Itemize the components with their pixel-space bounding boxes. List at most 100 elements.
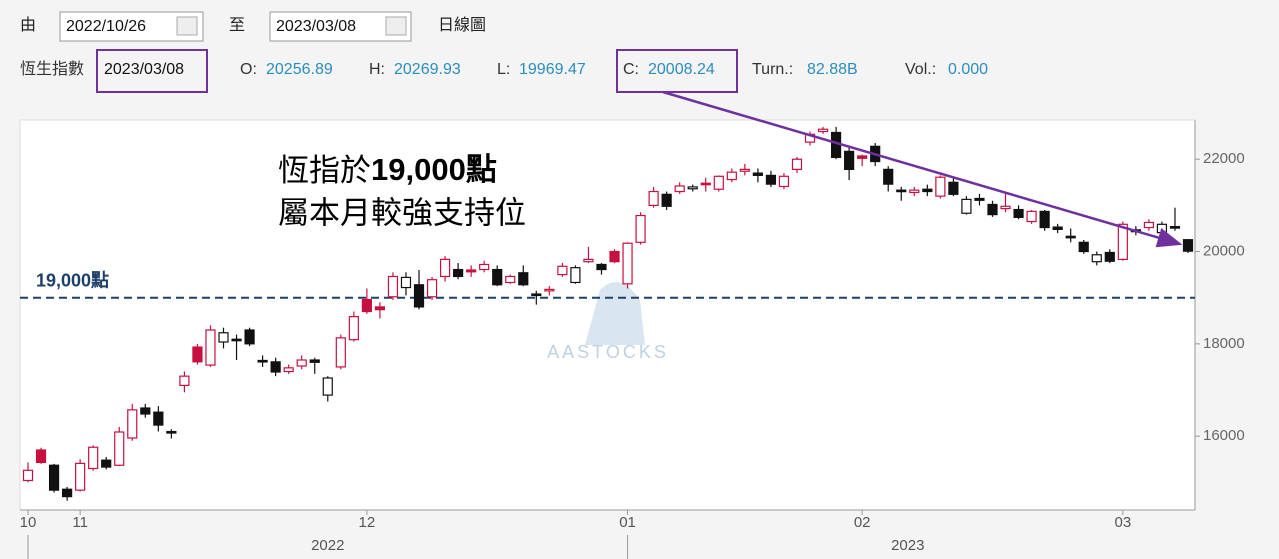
candle-body: [765, 174, 777, 185]
candle-body: [1182, 239, 1194, 252]
info-date: 2023/03/08: [104, 61, 184, 78]
year-label: 2022: [311, 537, 344, 554]
candle-body: [453, 268, 464, 278]
watermark: AASTOCKS: [547, 342, 669, 362]
candle-body: [322, 377, 333, 396]
x-tick-label: 11: [72, 514, 88, 531]
turnover-label: Turn.:: [752, 61, 793, 78]
candle-body: [218, 332, 229, 343]
candle-body: [270, 361, 281, 373]
candle-body: [896, 189, 907, 193]
chart-kind[interactable]: 日線圖: [438, 16, 486, 34]
x-tick-label: 03: [1114, 514, 1131, 531]
candle-body: [1091, 254, 1102, 263]
highlight-box: [96, 49, 208, 93]
candle-body: [22, 469, 34, 482]
candle-body: [1117, 223, 1128, 260]
candle-body: [48, 464, 60, 491]
candle-body: [101, 459, 112, 468]
highlight-box: [616, 49, 738, 93]
x-tick-label: 10: [20, 514, 37, 531]
candle-body: [127, 409, 138, 439]
close-value: 20008.24: [648, 61, 715, 78]
candle-body: [622, 242, 633, 285]
index-name: 恆生指數: [20, 60, 84, 78]
candle-body: [544, 288, 555, 292]
y-tick-label: 22000: [1203, 150, 1245, 167]
candle-body: [739, 168, 750, 172]
candle-body: [700, 182, 711, 186]
candle-body: [948, 181, 959, 195]
candle-body: [192, 346, 203, 363]
candle-body: [62, 488, 73, 498]
candle-body: [909, 189, 920, 194]
candle-body: [1065, 235, 1076, 239]
candle-body: [466, 269, 477, 273]
candle-body: [244, 329, 255, 345]
candle-body: [1039, 210, 1050, 229]
candle-body: [296, 359, 307, 367]
candle-body: [179, 375, 190, 386]
candle-body: [283, 367, 294, 373]
candle-body: [648, 190, 659, 206]
candle-body: [844, 150, 855, 170]
trend-arrow: [662, 90, 1183, 248]
candle-body: [661, 193, 672, 207]
candle-body: [479, 263, 490, 271]
candle-body: [387, 275, 399, 298]
candle-body: [492, 268, 503, 286]
candle-body: [309, 359, 320, 363]
candle-body: [713, 175, 724, 190]
y-tick-label: 18000: [1203, 335, 1245, 352]
candle-body: [635, 214, 646, 243]
candle-body: [987, 203, 998, 216]
candle-body: [361, 298, 372, 313]
from-label: 由: [20, 16, 36, 34]
candle-body: [1156, 223, 1168, 234]
candle-body: [531, 293, 542, 297]
candle-body: [935, 176, 946, 197]
calendar-icon[interactable]: [176, 16, 198, 36]
candle-body: [570, 267, 581, 284]
volume-value: 0.000: [948, 61, 988, 78]
to-date[interactable]: 2023/03/08: [276, 18, 356, 35]
candle-body: [205, 329, 216, 366]
candle-body: [114, 431, 125, 466]
candle-body: [674, 185, 685, 193]
candle-body: [166, 430, 177, 434]
reference-label: 19,000點: [36, 270, 109, 290]
candle-body: [1052, 226, 1063, 230]
high-label: H:: [369, 61, 385, 78]
x-tick-label: 12: [359, 514, 376, 531]
candle-body: [778, 175, 790, 188]
candle-body: [140, 407, 151, 415]
low-label: L:: [497, 61, 510, 78]
candle-body: [518, 272, 529, 286]
candle-body: [426, 279, 438, 298]
close-label: C:: [623, 61, 639, 78]
from-date[interactable]: 2022/10/26: [66, 18, 146, 35]
candle-body: [257, 359, 268, 363]
candle-body: [791, 158, 803, 170]
candle-body: [231, 338, 242, 342]
candle-body: [583, 258, 594, 263]
candle-body: [1169, 226, 1181, 229]
candle-body: [75, 462, 86, 491]
candle-body: [153, 411, 164, 426]
candle-body: [35, 449, 47, 464]
annotation: 恆指於19,000點: [278, 152, 497, 188]
year-label: 2023: [891, 537, 924, 554]
candle-body: [883, 168, 894, 185]
candle-body: [400, 276, 412, 289]
calendar-icon[interactable]: [385, 16, 407, 36]
candle-body: [687, 186, 698, 190]
candle-body: [974, 197, 985, 201]
candle-body: [1000, 205, 1011, 210]
candle-body: [335, 337, 346, 368]
candle-body: [374, 306, 386, 311]
candle-body: [609, 250, 620, 263]
candle-body: [439, 258, 451, 278]
high-value: 20269.93: [394, 61, 461, 78]
volume-label: Vol.:: [905, 61, 936, 78]
